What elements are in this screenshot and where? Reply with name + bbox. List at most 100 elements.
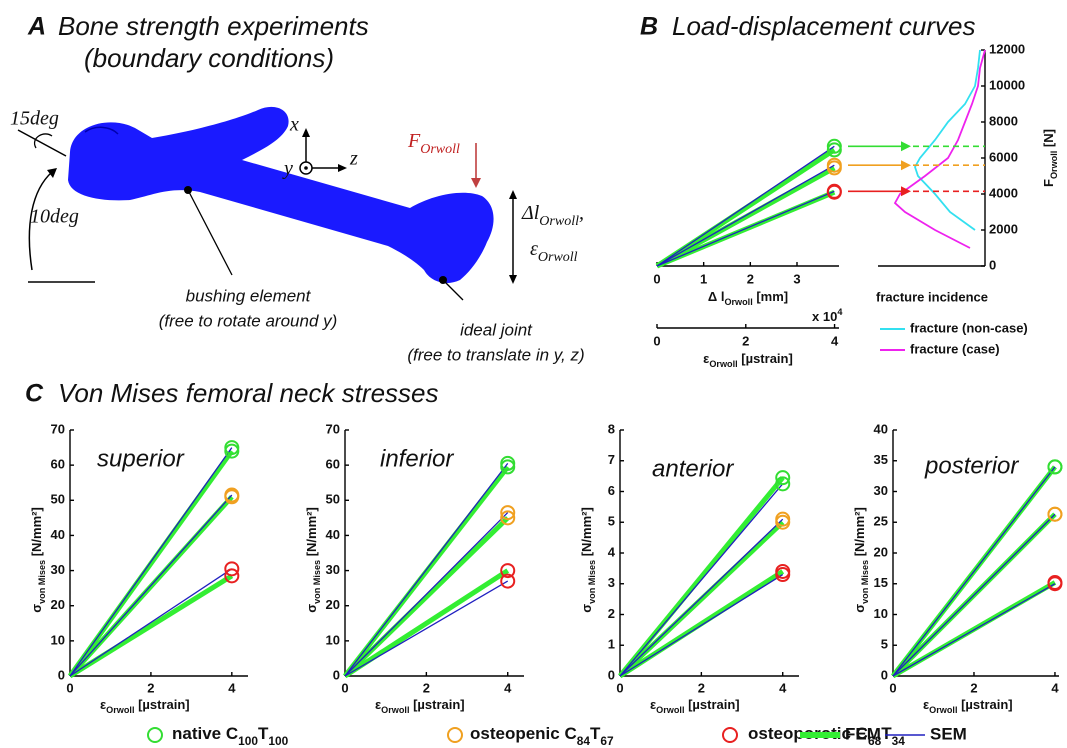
strain-label: εOrwoll — [530, 238, 578, 265]
end-marker — [775, 476, 791, 492]
end-marker — [500, 563, 516, 579]
y-tick-label: 15 — [874, 575, 888, 590]
y-tick-label: 1 — [608, 637, 615, 652]
sem-line — [69, 568, 233, 677]
note-title: ideal joint — [460, 320, 533, 339]
angle-label: 10deg — [30, 206, 79, 228]
x-tick-label: 2 — [423, 680, 430, 695]
sem-line — [344, 512, 509, 677]
axis-label: y — [282, 158, 293, 180]
x-axis-label: εOrwoll [µstrain] — [650, 697, 740, 715]
displacement-label: ΔlOrwoll, — [521, 202, 584, 229]
sem-line — [69, 494, 233, 677]
arrow-head — [901, 186, 911, 197]
arrow-head — [901, 141, 911, 152]
y-tick-label: 10000 — [989, 77, 1025, 92]
x2-scale: x 104 — [812, 307, 843, 324]
end-marker — [500, 510, 516, 526]
legend-label-part: 68 — [868, 734, 882, 748]
x-axis-label-part: [µstrain] — [957, 697, 1012, 712]
y-tick-label: 4 — [608, 544, 616, 559]
end-marker — [1047, 459, 1063, 475]
x-axis-label-part: [µstrain] — [409, 697, 464, 712]
x-axis-label-part: Orwoll — [656, 705, 684, 715]
x-axis-label-part: Orwoll — [929, 705, 957, 715]
fem-line — [618, 476, 785, 678]
end-marker — [224, 568, 240, 584]
y-axis-label: FOrwoll [N] — [1041, 129, 1059, 187]
sem-line — [656, 190, 835, 267]
force-label-part: F — [407, 130, 421, 152]
y-axis-label-part: [N/mm²] — [304, 507, 319, 560]
x-tick-label: 0 — [341, 680, 348, 695]
legend-label-part: T — [590, 724, 601, 743]
leader-line — [442, 279, 464, 301]
force-label-part: Orwoll — [420, 142, 460, 157]
y-tick-label: 40 — [874, 421, 888, 436]
y-tick-label: 60 — [326, 457, 340, 472]
y-tick-label: 30 — [51, 562, 65, 577]
y-axis-label-part: σ — [579, 604, 594, 613]
panel-title: Load-displacement curves — [672, 11, 976, 41]
angle-label: 15deg — [10, 108, 59, 130]
x-tick-label: 1 — [700, 271, 707, 286]
x-axis-label: εOrwoll [µstrain] — [923, 697, 1013, 715]
chart-title: superior — [97, 445, 185, 472]
fem-line — [68, 573, 234, 679]
y-tick-label: 10 — [326, 632, 340, 647]
sem-line — [619, 518, 784, 677]
x-axis-label-part: ε — [650, 697, 656, 712]
y-axis-label-part: Orwoll — [1049, 151, 1059, 179]
x-axis-label: εOrwoll [µstrain] — [100, 697, 190, 715]
rotation-axis — [17, 129, 67, 157]
x-axis-label: fracture incidence — [876, 289, 988, 304]
panel-letter: B — [640, 13, 658, 41]
legend-marker — [722, 727, 738, 743]
sem-line — [344, 580, 509, 677]
sem-line — [656, 164, 835, 267]
legend-label-part: osteopenic C — [470, 724, 577, 743]
y-tick-label: 10 — [51, 632, 65, 647]
legend-label: SEM — [930, 724, 967, 743]
x-tick-label: 4 — [1051, 680, 1059, 695]
sem-line — [619, 573, 784, 677]
y-tick-label: 5 — [608, 514, 615, 529]
y-axis-label-part: σ — [852, 604, 867, 613]
note: (free to rotate around y) — [159, 311, 338, 330]
x-tick-label: 4 — [228, 680, 236, 695]
x2-tick-label: 0 — [653, 333, 660, 348]
y-tick-label: 40 — [326, 527, 340, 542]
x2-scale-part: 4 — [837, 307, 843, 317]
arrow-head — [509, 275, 517, 284]
y-tick-label: 6 — [608, 483, 615, 498]
panel-title: Von Mises femoral neck stresses — [58, 378, 439, 408]
rotation-arrow — [33, 133, 53, 149]
x-axis-label-part: [µstrain] — [684, 697, 739, 712]
femur — [68, 106, 494, 284]
y-axis-label-part: [N/mm²] — [29, 507, 44, 560]
x-tick-label: 4 — [504, 680, 512, 695]
y-tick-label: 2 — [608, 606, 615, 621]
panel-letter: C — [25, 380, 44, 408]
end-marker — [826, 138, 842, 154]
x2-axis-label-part: [µstrain] — [738, 351, 793, 366]
legend-label-part: T — [881, 724, 892, 743]
y-axis-label-part: σ — [29, 604, 44, 613]
legend-label: FEM — [845, 724, 881, 743]
y-axis-label-part: σ — [304, 604, 319, 613]
fracture-curve — [893, 49, 986, 249]
legend-label-part: 100 — [238, 734, 258, 748]
y-tick-label: 40 — [51, 527, 65, 542]
y-tick-label: 20 — [326, 597, 340, 612]
y-axis-label: σvon Mises [N/mm²] — [852, 507, 870, 613]
x-axis-label-part: [µstrain] — [134, 697, 189, 712]
y-axis-label-part: von Mises — [587, 560, 597, 604]
x-axis-label-part: Orwoll — [106, 705, 134, 715]
y-tick-label: 0 — [608, 667, 615, 682]
end-marker — [500, 505, 516, 521]
end-marker — [775, 567, 791, 583]
arrow-head — [47, 168, 57, 178]
axis-label: z — [349, 148, 358, 170]
x-axis-label-part: ε — [923, 697, 929, 712]
x2-axis-label-part: ε — [703, 351, 709, 366]
